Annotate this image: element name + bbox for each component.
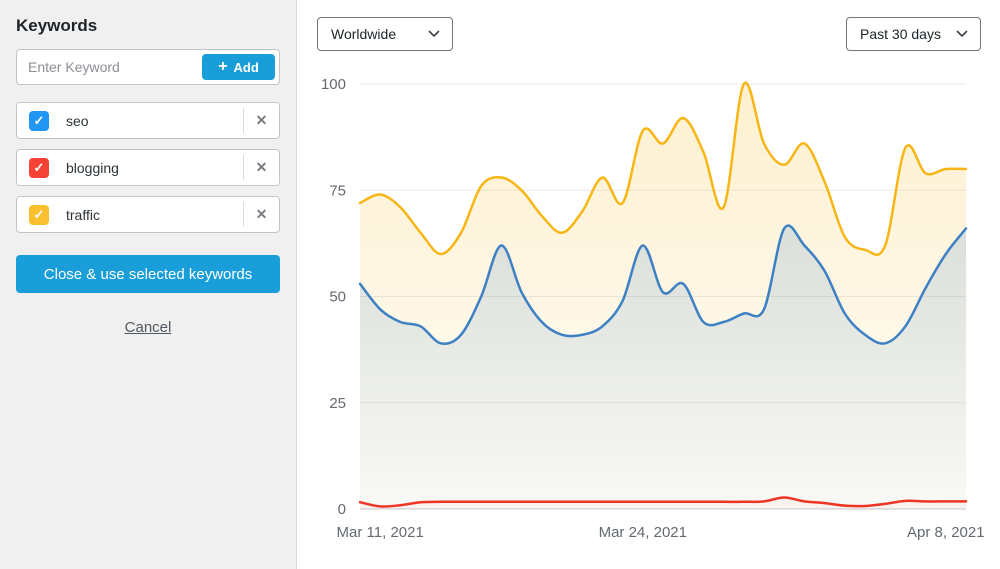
close-icon: ✕ <box>255 206 268 222</box>
region-select[interactable]: Worldwide <box>317 17 453 51</box>
remove-keyword-button[interactable]: ✕ <box>244 159 279 176</box>
check-icon: ✓ <box>33 206 45 222</box>
keyword-row: ✓ seo ✕ <box>16 102 280 139</box>
sidebar-title: Keywords <box>16 16 98 35</box>
date-range-select[interactable]: Past 30 days <box>846 17 981 51</box>
remove-keyword-button[interactable]: ✕ <box>244 112 279 129</box>
remove-keyword-button[interactable]: ✕ <box>244 206 279 223</box>
svg-text:Mar 24, 2021: Mar 24, 2021 <box>599 524 687 541</box>
divider <box>243 108 244 133</box>
svg-text:50: 50 <box>329 289 346 306</box>
divider <box>243 202 244 227</box>
check-icon: ✓ <box>33 112 45 128</box>
add-keyword-button[interactable]: + Add <box>202 54 275 80</box>
trends-chart: 0 25 50 75 100 Mar 11, 2021 Mar 24, 2021 Apr 8,… <box>321 76 985 541</box>
cancel-link[interactable]: Cancel <box>124 319 172 336</box>
plus-icon: + <box>218 58 228 75</box>
svg-text:0: 0 <box>338 501 346 518</box>
close-icon: ✕ <box>255 112 268 128</box>
keyword-label: traffic <box>66 206 100 223</box>
keyword-input-group: + Add <box>16 49 280 85</box>
keyword-input[interactable] <box>17 50 217 84</box>
check-icon: ✓ <box>33 159 45 175</box>
trends-panel: Worldwide Past 30 days 0 25 50 75 100 Mar 11,… <box>297 0 1000 569</box>
chevron-down-icon <box>956 30 968 37</box>
keyword-checkbox[interactable]: ✓ <box>29 157 49 178</box>
svg-text:Apr 8, 2021: Apr 8, 2021 <box>907 524 985 541</box>
close-use-keywords-button[interactable]: Close & use selected keywords <box>16 255 280 293</box>
keyword-label: blogging <box>66 159 119 176</box>
add-button-label: Add <box>233 59 259 75</box>
date-range-select-value: Past 30 days <box>860 26 941 42</box>
divider <box>243 155 244 180</box>
region-select-value: Worldwide <box>331 26 397 42</box>
keyword-checkbox[interactable]: ✓ <box>29 204 49 225</box>
keywords-sidebar: Keywords + Add ✓ seo ✕ ✓ blogging ✕ ✓ tr… <box>0 0 297 569</box>
keyword-label: seo <box>66 112 89 129</box>
svg-text:25: 25 <box>329 395 346 412</box>
svg-text:75: 75 <box>329 182 346 199</box>
svg-text:100: 100 <box>321 76 346 93</box>
close-icon: ✕ <box>255 159 268 175</box>
svg-text:Mar 11, 2021: Mar 11, 2021 <box>337 524 424 541</box>
keyword-row: ✓ traffic ✕ <box>16 196 280 233</box>
keyword-row: ✓ blogging ✕ <box>16 149 280 186</box>
chevron-down-icon <box>428 30 440 37</box>
keyword-checkbox[interactable]: ✓ <box>29 110 49 131</box>
